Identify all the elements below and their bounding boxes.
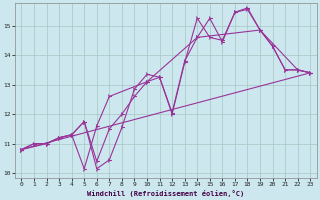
- X-axis label: Windchill (Refroidissement éolien,°C): Windchill (Refroidissement éolien,°C): [87, 190, 244, 197]
